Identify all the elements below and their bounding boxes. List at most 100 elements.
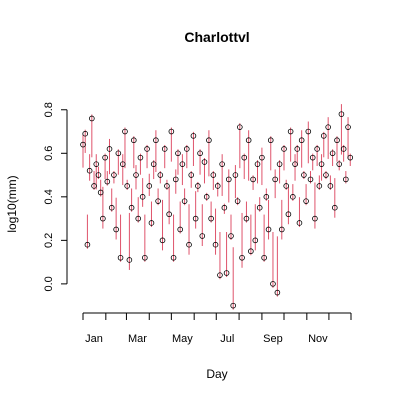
data-point (217, 272, 223, 278)
data-point (294, 146, 301, 152)
data-point (146, 183, 153, 189)
data-point (261, 254, 267, 261)
data-point (172, 176, 179, 183)
data-point (97, 189, 104, 196)
data-point (188, 172, 195, 178)
data-point (250, 176, 256, 183)
data-point (334, 137, 340, 144)
data-point (115, 150, 122, 157)
data-point (239, 254, 245, 261)
data-point (225, 176, 232, 183)
data-point (201, 159, 208, 165)
data-point (100, 215, 106, 222)
data-point (301, 172, 307, 178)
data-point (119, 161, 126, 167)
data-point (259, 154, 265, 161)
data-point (267, 137, 274, 144)
data-point (309, 154, 316, 161)
data-point (329, 150, 336, 157)
data-point (298, 137, 305, 144)
data-point (91, 183, 97, 189)
data-point (159, 237, 166, 244)
point-series (80, 111, 354, 309)
data-point (142, 254, 148, 261)
data-point (212, 241, 219, 248)
x-tick-label: Jan (85, 333, 103, 345)
data-point (208, 215, 214, 222)
data-point (177, 226, 183, 233)
data-point (243, 215, 250, 222)
data-point (272, 176, 278, 183)
data-point (113, 226, 119, 233)
data-point (166, 211, 172, 218)
data-point (325, 124, 331, 130)
data-point (184, 146, 190, 152)
data-point (292, 161, 298, 167)
data-point (327, 183, 334, 189)
data-point (307, 176, 314, 183)
data-point (210, 172, 217, 178)
data-point (179, 161, 186, 167)
x-tick-label: Sep (263, 333, 283, 345)
data-point (186, 241, 192, 248)
data-point (104, 178, 111, 185)
data-point (199, 233, 206, 239)
data-point (276, 161, 283, 167)
data-point (84, 241, 91, 248)
data-point (230, 302, 236, 309)
data-point (89, 115, 95, 122)
data-point (323, 172, 329, 178)
data-point (111, 172, 117, 178)
data-point (234, 198, 241, 204)
data-point (122, 128, 128, 135)
data-point (228, 233, 234, 239)
data-point (102, 154, 108, 161)
data-point (181, 198, 188, 204)
data-point (296, 220, 303, 226)
data-point (256, 204, 263, 211)
y-axis-label: log10(mm) (5, 175, 19, 232)
data-point (80, 141, 86, 148)
data-point (332, 204, 338, 211)
data-point (270, 281, 276, 287)
data-point (248, 248, 254, 255)
data-point (148, 220, 155, 226)
data-point (237, 124, 243, 130)
data-point (283, 183, 290, 189)
data-point (219, 161, 225, 167)
data-point (340, 146, 347, 152)
stem-series (82, 104, 351, 310)
x-tick-label: Mar (128, 333, 147, 345)
data-point (161, 146, 168, 152)
data-point (190, 133, 197, 139)
data-point (203, 194, 210, 200)
data-point (124, 183, 130, 189)
data-point (314, 146, 320, 152)
data-point (290, 194, 296, 200)
data-point (157, 172, 164, 178)
data-point (318, 161, 325, 167)
data-point (303, 198, 309, 204)
x-tick-label: May (172, 333, 193, 345)
x-tick-label: Nov (308, 333, 328, 345)
data-point (263, 194, 270, 200)
data-point (274, 289, 281, 296)
data-point (316, 183, 323, 189)
data-point (168, 128, 175, 135)
data-point (221, 204, 228, 211)
y-tick-label: 0.6 (43, 146, 55, 161)
data-point (278, 226, 285, 233)
data-point (117, 254, 124, 261)
x-axis-label: Day (206, 367, 227, 381)
data-point (312, 215, 318, 222)
data-point (155, 198, 161, 204)
data-point (245, 137, 252, 144)
data-point (93, 161, 100, 167)
data-point (285, 211, 292, 218)
data-point (287, 128, 294, 135)
data-point (131, 137, 137, 144)
data-point (106, 146, 113, 152)
data-point (336, 161, 343, 167)
data-point (133, 172, 139, 178)
